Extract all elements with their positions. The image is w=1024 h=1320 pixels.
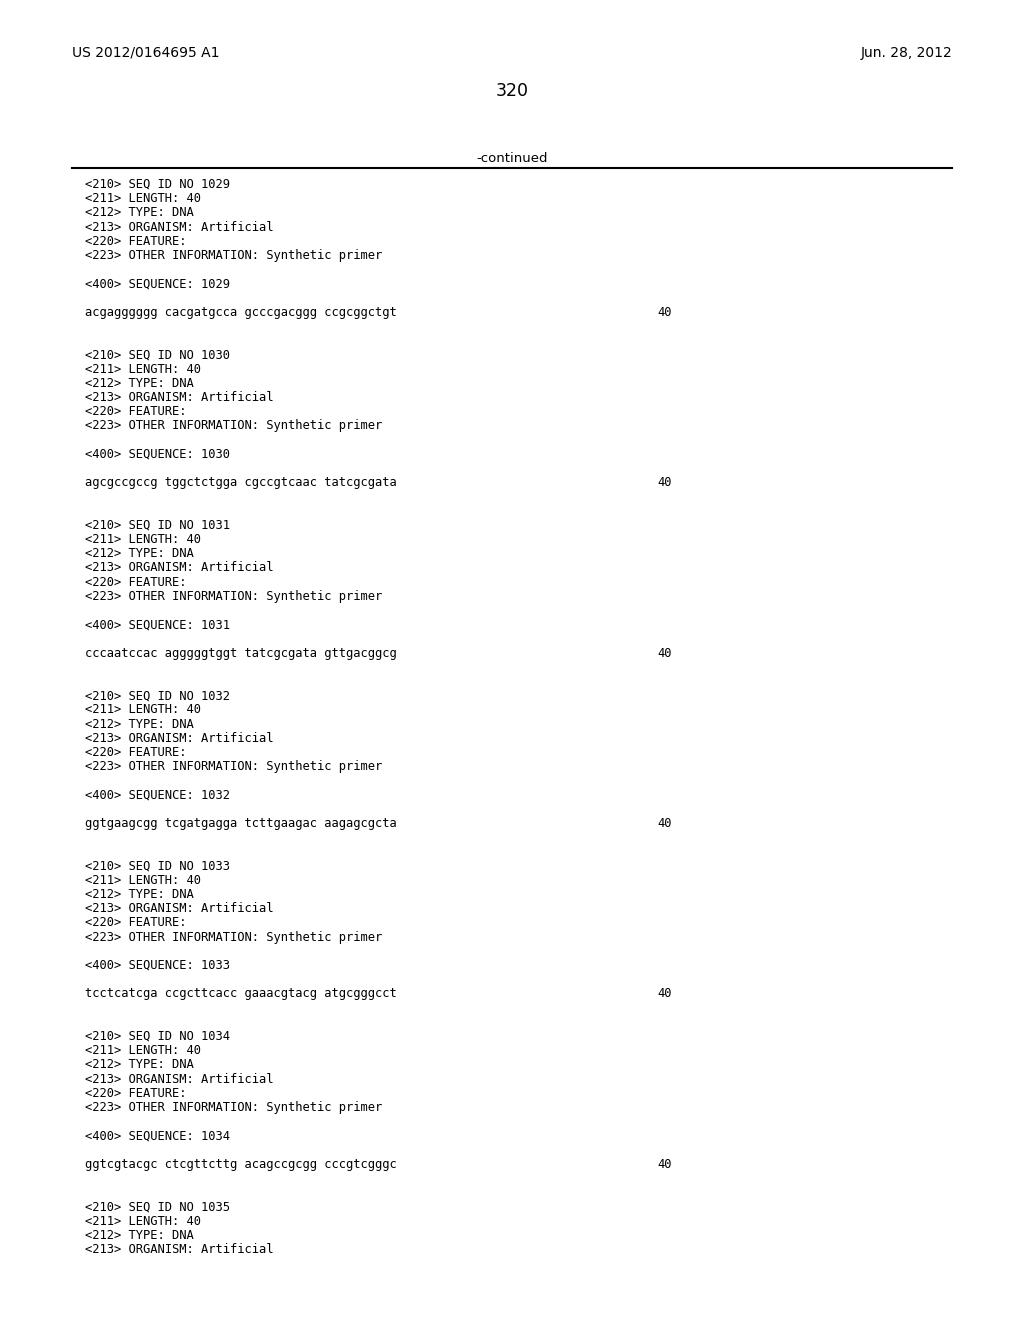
- Text: US 2012/0164695 A1: US 2012/0164695 A1: [72, 46, 219, 59]
- Text: <211> LENGTH: 40: <211> LENGTH: 40: [85, 704, 201, 717]
- Text: <212> TYPE: DNA: <212> TYPE: DNA: [85, 888, 194, 902]
- Text: tcctcatcga ccgcttcacc gaaacgtacg atgcgggcct: tcctcatcga ccgcttcacc gaaacgtacg atgcggg…: [85, 987, 396, 1001]
- Text: <211> LENGTH: 40: <211> LENGTH: 40: [85, 533, 201, 546]
- Text: 40: 40: [657, 987, 672, 1001]
- Text: cccaatccac agggggtggt tatcgcgata gttgacggcg: cccaatccac agggggtggt tatcgcgata gttgacg…: [85, 647, 396, 660]
- Text: <220> FEATURE:: <220> FEATURE:: [85, 235, 186, 248]
- Text: <400> SEQUENCE: 1033: <400> SEQUENCE: 1033: [85, 960, 230, 972]
- Text: <210> SEQ ID NO 1034: <210> SEQ ID NO 1034: [85, 1030, 230, 1043]
- Text: <400> SEQUENCE: 1032: <400> SEQUENCE: 1032: [85, 788, 230, 801]
- Text: <212> TYPE: DNA: <212> TYPE: DNA: [85, 1229, 194, 1242]
- Text: <223> OTHER INFORMATION: Synthetic primer: <223> OTHER INFORMATION: Synthetic prime…: [85, 590, 382, 603]
- Text: <210> SEQ ID NO 1030: <210> SEQ ID NO 1030: [85, 348, 230, 362]
- Text: <223> OTHER INFORMATION: Synthetic primer: <223> OTHER INFORMATION: Synthetic prime…: [85, 420, 382, 433]
- Text: <213> ORGANISM: Artificial: <213> ORGANISM: Artificial: [85, 902, 273, 915]
- Text: <220> FEATURE:: <220> FEATURE:: [85, 576, 186, 589]
- Text: ggtgaagcgg tcgatgagga tcttgaagac aagagcgcta: ggtgaagcgg tcgatgagga tcttgaagac aagagcg…: [85, 817, 396, 830]
- Text: <223> OTHER INFORMATION: Synthetic primer: <223> OTHER INFORMATION: Synthetic prime…: [85, 931, 382, 944]
- Text: <400> SEQUENCE: 1031: <400> SEQUENCE: 1031: [85, 618, 230, 631]
- Text: <210> SEQ ID NO 1031: <210> SEQ ID NO 1031: [85, 519, 230, 532]
- Text: <211> LENGTH: 40: <211> LENGTH: 40: [85, 1044, 201, 1057]
- Text: <210> SEQ ID NO 1029: <210> SEQ ID NO 1029: [85, 178, 230, 191]
- Text: <220> FEATURE:: <220> FEATURE:: [85, 1086, 186, 1100]
- Text: <220> FEATURE:: <220> FEATURE:: [85, 916, 186, 929]
- Text: agcgccgccg tggctctgga cgccgtcaac tatcgcgata: agcgccgccg tggctctgga cgccgtcaac tatcgcg…: [85, 477, 396, 490]
- Text: 40: 40: [657, 817, 672, 830]
- Text: <223> OTHER INFORMATION: Synthetic primer: <223> OTHER INFORMATION: Synthetic prime…: [85, 249, 382, 261]
- Text: 40: 40: [657, 477, 672, 490]
- Text: 320: 320: [496, 82, 528, 100]
- Text: <211> LENGTH: 40: <211> LENGTH: 40: [85, 1214, 201, 1228]
- Text: <400> SEQUENCE: 1029: <400> SEQUENCE: 1029: [85, 277, 230, 290]
- Text: <212> TYPE: DNA: <212> TYPE: DNA: [85, 206, 194, 219]
- Text: <212> TYPE: DNA: <212> TYPE: DNA: [85, 718, 194, 730]
- Text: Jun. 28, 2012: Jun. 28, 2012: [860, 46, 952, 59]
- Text: -continued: -continued: [476, 152, 548, 165]
- Text: <400> SEQUENCE: 1030: <400> SEQUENCE: 1030: [85, 447, 230, 461]
- Text: 40: 40: [657, 647, 672, 660]
- Text: <210> SEQ ID NO 1035: <210> SEQ ID NO 1035: [85, 1200, 230, 1213]
- Text: <213> ORGANISM: Artificial: <213> ORGANISM: Artificial: [85, 220, 273, 234]
- Text: <211> LENGTH: 40: <211> LENGTH: 40: [85, 874, 201, 887]
- Text: 40: 40: [657, 306, 672, 319]
- Text: <223> OTHER INFORMATION: Synthetic primer: <223> OTHER INFORMATION: Synthetic prime…: [85, 760, 382, 774]
- Text: <212> TYPE: DNA: <212> TYPE: DNA: [85, 548, 194, 560]
- Text: ggtcgtacgc ctcgttcttg acagccgcgg cccgtcgggc: ggtcgtacgc ctcgttcttg acagccgcgg cccgtcg…: [85, 1158, 396, 1171]
- Text: <213> ORGANISM: Artificial: <213> ORGANISM: Artificial: [85, 391, 273, 404]
- Text: <220> FEATURE:: <220> FEATURE:: [85, 405, 186, 418]
- Text: 40: 40: [657, 1158, 672, 1171]
- Text: <211> LENGTH: 40: <211> LENGTH: 40: [85, 363, 201, 376]
- Text: <213> ORGANISM: Artificial: <213> ORGANISM: Artificial: [85, 1073, 273, 1085]
- Text: <210> SEQ ID NO 1032: <210> SEQ ID NO 1032: [85, 689, 230, 702]
- Text: <212> TYPE: DNA: <212> TYPE: DNA: [85, 376, 194, 389]
- Text: <220> FEATURE:: <220> FEATURE:: [85, 746, 186, 759]
- Text: <211> LENGTH: 40: <211> LENGTH: 40: [85, 193, 201, 205]
- Text: <212> TYPE: DNA: <212> TYPE: DNA: [85, 1059, 194, 1072]
- Text: acgagggggg cacgatgcca gcccgacggg ccgcggctgt: acgagggggg cacgatgcca gcccgacggg ccgcggc…: [85, 306, 396, 319]
- Text: <213> ORGANISM: Artificial: <213> ORGANISM: Artificial: [85, 731, 273, 744]
- Text: <213> ORGANISM: Artificial: <213> ORGANISM: Artificial: [85, 561, 273, 574]
- Text: <213> ORGANISM: Artificial: <213> ORGANISM: Artificial: [85, 1243, 273, 1257]
- Text: <210> SEQ ID NO 1033: <210> SEQ ID NO 1033: [85, 859, 230, 873]
- Text: <223> OTHER INFORMATION: Synthetic primer: <223> OTHER INFORMATION: Synthetic prime…: [85, 1101, 382, 1114]
- Text: <400> SEQUENCE: 1034: <400> SEQUENCE: 1034: [85, 1130, 230, 1142]
